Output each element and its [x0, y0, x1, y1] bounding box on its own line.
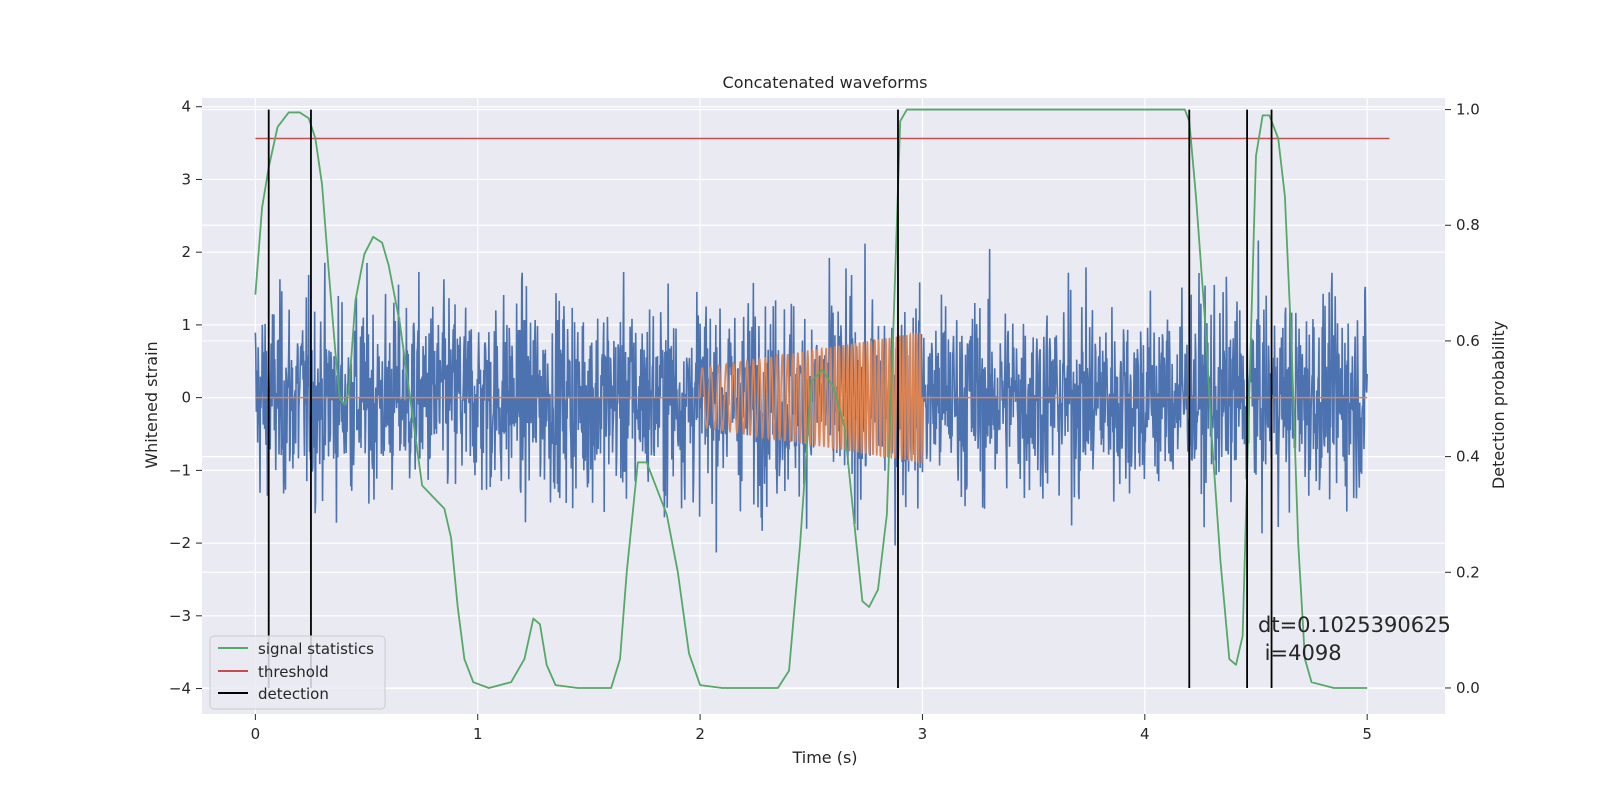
annotation-index: i=4098 [1258, 641, 1342, 665]
legend-signal-statistics-label: signal statistics [258, 640, 374, 658]
y2-tick-label: 0.0 [1456, 679, 1480, 697]
x-axis-label: Time (s) [791, 748, 857, 767]
y-tick-label: −2 [169, 534, 191, 552]
y2-tick-label: 0.4 [1456, 448, 1480, 466]
y2-tick-label: 0.8 [1456, 216, 1480, 234]
waveform-series [255, 331, 1368, 463]
y2-tick-label: 0.2 [1456, 563, 1480, 581]
legend-frame [209, 635, 386, 710]
annotation-dt: dt=0.1025390625 [1258, 613, 1451, 637]
y-tick-label: 4 [181, 98, 191, 116]
y-tick-label: 3 [181, 170, 191, 188]
y-tick-label: −1 [169, 461, 191, 479]
x-tick-label: 0 [251, 725, 261, 743]
y-tick-label: 0 [181, 389, 191, 407]
signal-statistics-line [254, 108, 1368, 689]
strain-line [254, 240, 1368, 553]
legend-threshold-label: threshold [258, 663, 329, 681]
y-axis-label: Whitened strain [142, 341, 161, 468]
signal-statistics-series [254, 108, 1368, 689]
y-tick-label: −4 [169, 680, 191, 698]
detection-series [267, 109, 1273, 688]
legend: signal statistics threshold detection [209, 635, 386, 710]
x-tick-label: 1 [473, 725, 483, 743]
waveform-line [255, 331, 1368, 463]
x-tick-label: 2 [695, 725, 705, 743]
strain-series [254, 240, 1368, 553]
y-tick-label: 2 [181, 243, 191, 261]
x-tick-label: 4 [1140, 725, 1150, 743]
axis-ticks: 0 1 2 3 4 5 −4 −3 −2 −1 0 1 2 3 4 0.0 0.2 0.4 0.6 0.8 1.0 [169, 98, 1480, 743]
legend-detection-label: detection [258, 685, 329, 703]
x-tick-label: 3 [918, 725, 928, 743]
y-tick-label: −3 [169, 607, 191, 625]
y2-tick-label: 0.6 [1456, 332, 1480, 350]
y2-tick-label: 1.0 [1456, 101, 1480, 119]
y-tick-label: 1 [181, 316, 191, 334]
chart-title: Concatenated waveforms [723, 73, 928, 92]
y2-axis-label: Detection probability [1489, 321, 1508, 489]
x-tick-label: 5 [1362, 725, 1372, 743]
